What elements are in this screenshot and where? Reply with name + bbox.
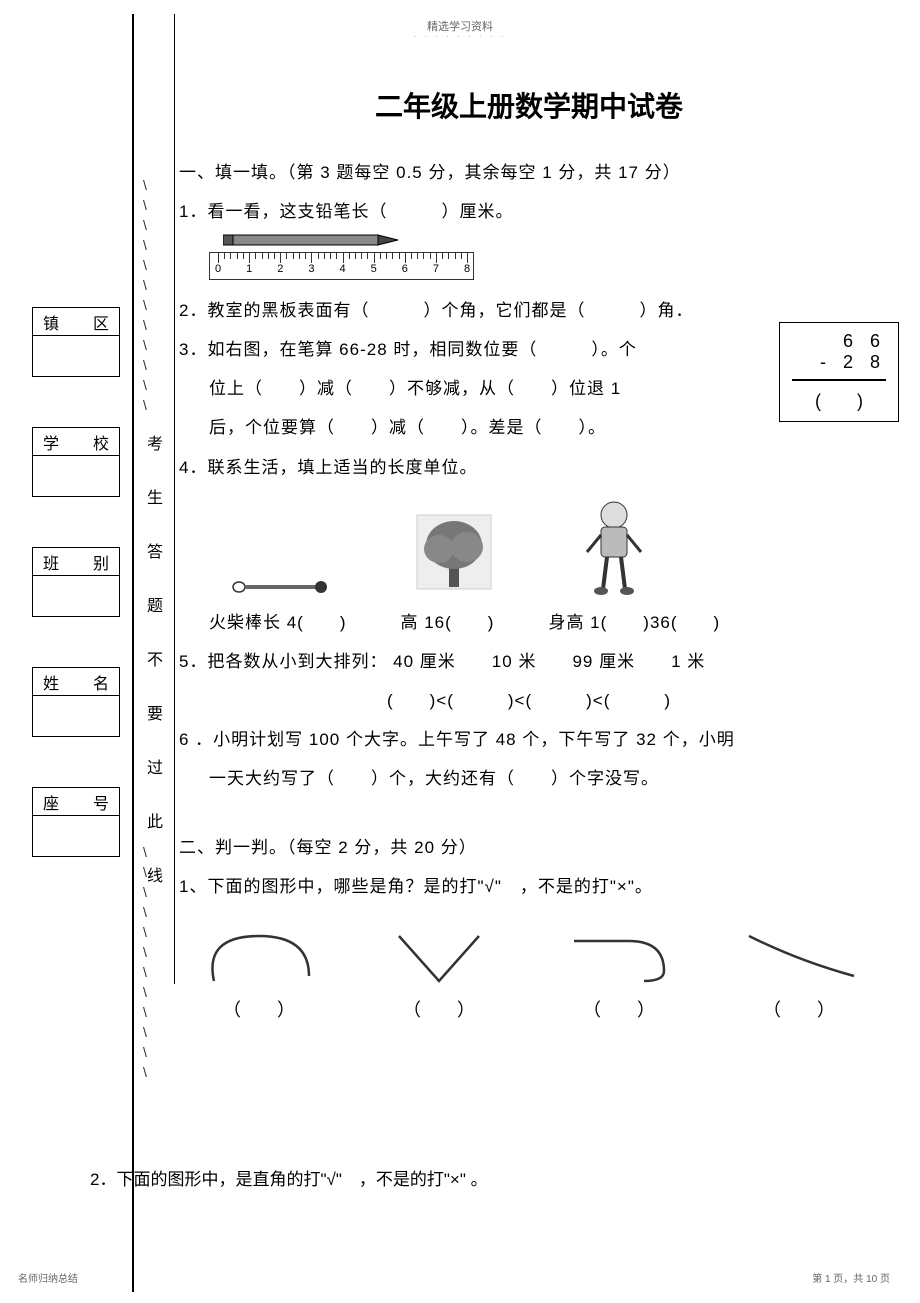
paren-2: （ ） <box>379 996 499 1022</box>
q3c: 后，个位要算（ ）减（ ）。差是（ ）。 <box>179 408 879 447</box>
match-image <box>229 577 329 597</box>
q4-labels: 火柴棒长 4( ) 高 16( ) 身高 1( )36( ) <box>179 603 879 642</box>
shape-2 <box>379 926 499 986</box>
divider-line-1 <box>132 14 134 1292</box>
paren-1: （ ） <box>199 996 319 1022</box>
dash-column-bottom: \\\\ \\\\ \\\\ <box>143 842 147 1082</box>
shape-4 <box>739 926 859 986</box>
q1: 1．看一看，这支铅笔长（ ）厘米。 <box>179 192 879 231</box>
calc-line <box>792 379 886 381</box>
paren-row: （ ） （ ） （ ） （ ） <box>199 996 879 1022</box>
val-banbie[interactable] <box>33 576 119 616</box>
q6: 6 ．小明计划写 100 个大字。上午写了 48 个，下午写了 32 个，小明 <box>179 720 879 759</box>
lbl-xiao: 校 <box>93 430 109 454</box>
info-boxes: 镇区 学校 班别 姓名 座号 <box>32 307 120 907</box>
lbl-zhen: 镇 <box>43 310 59 334</box>
lbl-xue: 学 <box>43 430 59 454</box>
calc-a: 6 6 <box>792 331 886 352</box>
lbl-qu: 区 <box>93 310 109 334</box>
info-box-xingming: 姓名 <box>32 667 120 737</box>
divider-line-2 <box>174 14 175 984</box>
vert-c7: 过 <box>140 754 170 778</box>
vert-c4: 题 <box>140 592 170 616</box>
shapes-row <box>199 926 879 986</box>
ruler-figure: 012345678 <box>209 231 489 281</box>
header-dots: · · · · · · · · · <box>0 32 920 41</box>
shape-3 <box>559 926 679 986</box>
vert-c3: 答 <box>140 538 170 562</box>
vert-c2: 生 <box>140 484 170 508</box>
q4-images <box>229 497 879 597</box>
dash-column-top: \\\\ \\\\ \\\\ <box>143 175 147 415</box>
lbl-hao: 号 <box>93 790 109 814</box>
info-box-zuohao: 座号 <box>32 787 120 857</box>
sec2-head: 二、判一判。（每空 2 分，共 20 分） <box>179 828 879 867</box>
q5-blank: ( )<( )<( )<( ) <box>179 681 879 720</box>
main-content: 二年级上册数学期中试卷 一、填一填。（第 3 题每空 0.5 分，其余每空 1 … <box>179 85 879 1022</box>
calc-ans: ( ) <box>792 387 886 413</box>
paren-3: （ ） <box>559 996 679 1022</box>
lbl-ming: 名 <box>93 670 109 694</box>
footer-left: 名师归纳总结 <box>18 1270 78 1285</box>
info-box-zhenqu: 镇区 <box>32 307 120 377</box>
lbl-zuo: 座 <box>43 790 59 814</box>
calc-b: ‐ 2 8 <box>792 352 886 373</box>
calc-box: 6 6 ‐ 2 8 ( ) <box>779 322 899 422</box>
vert-c6: 要 <box>140 700 170 724</box>
shape-1 <box>199 926 319 986</box>
q4: 4．联系生活，填上适当的长度单位。 <box>179 448 879 487</box>
q2: 2．教室的黑板表面有（ ）个角，它们都是（ ）角． <box>179 291 879 330</box>
boy-image <box>579 497 649 597</box>
sec2-q1: 1、下面的图形中，哪些是角？是的打"√" ，不是的打"×"。 <box>179 867 879 906</box>
q5: 5．把各数从小到大排列： 40 厘米 10 米 99 厘米 1 米 <box>179 642 879 681</box>
page-title: 二年级上册数学期中试卷 <box>179 85 879 125</box>
sec2-q2: 2．下面的图形中，是直角的打"√" ，不是的打"×" 。 <box>90 1165 492 1190</box>
info-box-banbie: 班别 <box>32 547 120 617</box>
vert-c5: 不 <box>140 646 170 670</box>
val-xingming[interactable] <box>33 696 119 736</box>
vert-c8: 此 <box>140 808 170 832</box>
info-box-xuexiao: 学校 <box>32 427 120 497</box>
q6a: 一天大约写了（ ）个，大约还有（ ）个字没写。 <box>179 759 879 798</box>
val-zhenqu[interactable] <box>33 336 119 376</box>
lbl-xing: 姓 <box>43 670 59 694</box>
lbl-bie: 别 <box>93 550 109 574</box>
vert-c1: 考 <box>140 430 170 454</box>
ruler: 012345678 <box>209 252 474 280</box>
paren-4: （ ） <box>739 996 859 1022</box>
q3a: 3．如右图，在笔算 66‐28 时，相同数位要（ ）。个 <box>179 330 879 369</box>
footer-right: 第 1 页，共 10 页 <box>812 1270 890 1285</box>
val-xuexiao[interactable] <box>33 456 119 496</box>
sec1-head: 一、填一填。（第 3 题每空 0.5 分，其余每空 1 分，共 17 分） <box>179 153 879 192</box>
lbl-ban: 班 <box>43 550 59 574</box>
pencil-icon <box>223 231 403 249</box>
q3b: 位上（ ）减（ ）不够减，从（ ）位退 1 <box>179 369 879 408</box>
val-zuohao[interactable] <box>33 816 119 856</box>
tree-image <box>409 507 499 597</box>
